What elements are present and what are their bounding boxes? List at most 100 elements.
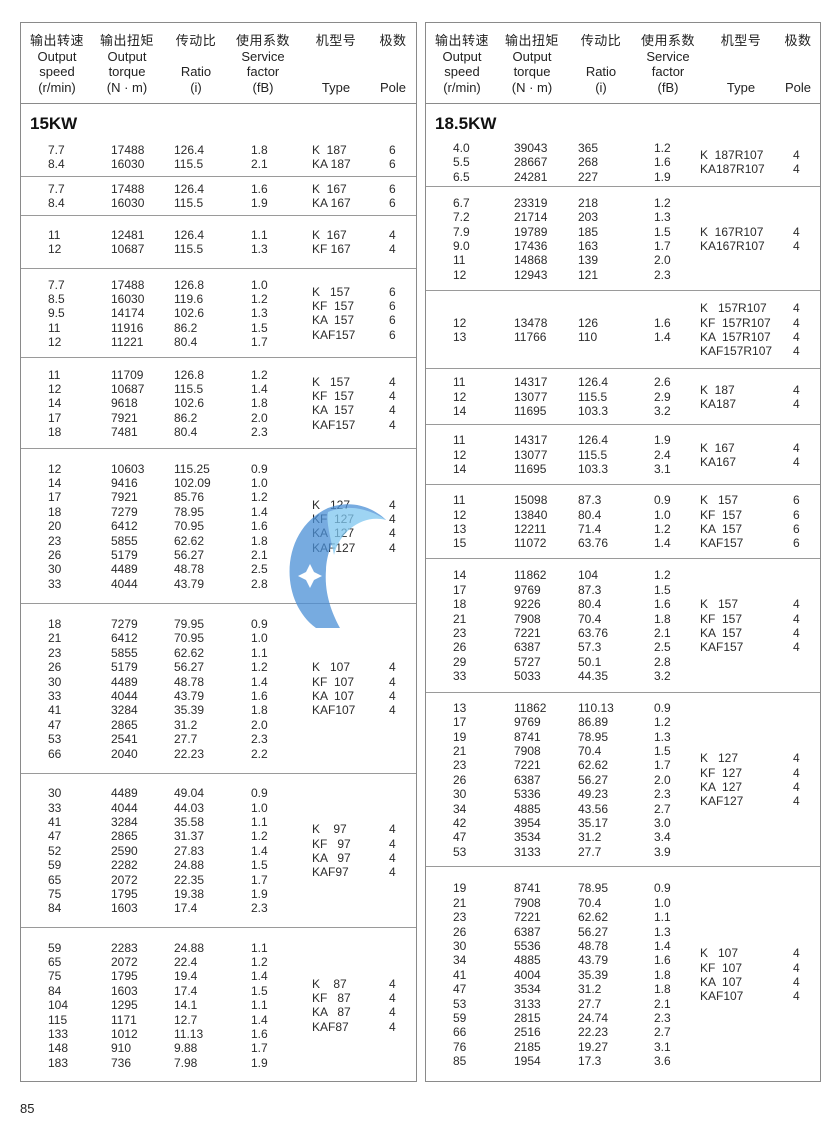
pole-cell: 4	[793, 162, 800, 177]
service-factor-cell: 1.7	[251, 872, 268, 887]
ratio-cell: 102.09	[174, 476, 211, 491]
torque-cell: 7908	[514, 895, 541, 910]
row-group: 18 7279 79.95 0.9 21 6412 70.95 1.0 23 5855 62.62 1…	[21, 604, 416, 774]
speed-cell: 21	[453, 743, 467, 758]
type-row: K 157 6	[21, 285, 416, 299]
service-factor-cell: 1.6	[654, 315, 671, 330]
type-cell: K 187R107	[700, 148, 764, 163]
torque-cell: 5536	[514, 938, 541, 953]
type-row: KAF157R107 4	[426, 344, 820, 358]
service-factor-cell: 1.3	[654, 924, 671, 939]
ratio-cell: 203	[578, 210, 599, 225]
service-factor-cell: 1.2	[654, 568, 671, 583]
service-factor-cell: 1.0	[251, 277, 268, 292]
service-factor-cell: 1.9	[251, 196, 268, 211]
service-factor-cell: 2.7	[654, 801, 671, 816]
torque-cell: 7481	[111, 425, 138, 440]
data-rows: 11 15098 87.3 0.9 12 13840 80.4 1.0 13 12211 71.4 1…	[426, 493, 820, 551]
speed-cell: 59	[453, 1010, 467, 1025]
ratio-cell: 103.3	[578, 404, 609, 419]
type-cell: KA 107	[700, 974, 743, 989]
ratio-cell: 115.5	[174, 381, 204, 396]
type-block: K 127 4 KF 127 4 KA 127 4 KAF127 4	[426, 751, 820, 809]
type-cell: K 127	[700, 751, 739, 766]
speed-cell: 12	[48, 335, 62, 350]
table-row: 4.0 39043 365 1.2	[426, 141, 820, 155]
table-row: 29 5727 50.1 2.8	[426, 655, 820, 669]
type-row: KF 157 4	[21, 389, 416, 403]
service-factor-cell: 1.6	[654, 155, 671, 170]
pole-cell: 4	[793, 765, 800, 780]
service-factor-cell: 2.5	[251, 562, 268, 577]
service-factor-cell: 1.1	[251, 998, 268, 1013]
ratio-cell: 126.4	[174, 143, 205, 158]
pole-cell: 6	[793, 521, 800, 536]
speed-cell: 148	[48, 1041, 69, 1056]
table-row: 75 1795 19.4 1.4	[21, 969, 416, 983]
ratio-cell: 19.38	[174, 886, 205, 901]
torque-cell: 13077	[514, 447, 548, 462]
ratio-cell: 126.4	[578, 433, 609, 448]
pole-cell: 4	[389, 688, 396, 703]
ratio-cell: 50.1	[578, 654, 602, 669]
service-factor-cell: 1.5	[654, 224, 671, 239]
ratio-cell: 22.23	[578, 1025, 609, 1040]
table-15kw: 输出转速 Output speed (r/min) 输出扭矩 Output torque (N…	[20, 22, 417, 1082]
type-cell: K 97	[312, 822, 347, 837]
type-block: K 157R107 4 KF 157R107 4 KA 157R107 4 KAF157R1…	[426, 301, 820, 359]
table-row: 12 12943 121 2.3	[426, 268, 820, 282]
torque-cell: 3284	[111, 814, 138, 829]
ratio-cell: 86.89	[578, 715, 609, 730]
service-factor-cell: 1.8	[654, 967, 671, 982]
pole-cell: 4	[389, 1019, 396, 1034]
service-factor-cell: 1.6	[251, 182, 268, 197]
service-factor-cell: 1.4	[251, 969, 268, 984]
type-cell: KAF157	[700, 640, 744, 655]
service-factor-cell: 2.8	[654, 654, 671, 669]
table-row: 53 3133 27.7 2.1	[426, 997, 820, 1011]
table-row: 6.7 23319 218 1.2	[426, 196, 820, 210]
data-rows: 11 14317 126.4 2.6 12 13077 115.5 2.9 14 11695 103…	[426, 375, 820, 418]
speed-cell: 133	[48, 1027, 69, 1042]
data-rows: 11 14317 126.4 1.9 12 13077 115.5 2.4 14 11695 103…	[426, 433, 820, 476]
ratio-cell: 63.76	[578, 625, 609, 640]
speed-cell: 75	[48, 969, 62, 984]
type-cell: K 167	[312, 228, 347, 243]
type-cell: KA 127	[312, 526, 355, 541]
speed-cell: 23	[453, 625, 467, 640]
ratio-cell: 185	[578, 224, 599, 239]
speed-cell: 84	[48, 983, 62, 998]
pole-cell: 4	[389, 403, 396, 418]
ratio-cell: 80.4	[578, 507, 602, 522]
header-speed-en2: speed	[444, 64, 480, 79]
pole-cell: 4	[793, 396, 800, 411]
ratio-cell: 43.79	[174, 688, 205, 703]
speed-cell: 23	[453, 910, 467, 925]
speed-cell: 9.0	[453, 238, 470, 253]
type-block: K 157 6 KF 157 6 KA 157 6 KAF157 6	[21, 285, 416, 343]
type-cell: KA187R107	[700, 162, 765, 177]
type-row: K 157 4	[426, 597, 820, 611]
service-factor-cell: 0.9	[251, 461, 268, 476]
ratio-cell: 48.78	[174, 674, 205, 689]
torque-cell: 10603	[111, 461, 145, 476]
pole-cell: 4	[389, 417, 396, 432]
header-pole: 极数 Pole	[360, 33, 426, 95]
table-row: 85 1954 17.3 3.6	[426, 1054, 820, 1068]
torque-cell: 24281	[514, 169, 548, 184]
header-torque-unit: (N · m)	[511, 79, 553, 95]
type-row: K 187R107 4	[426, 148, 820, 162]
torque-cell: 4044	[111, 800, 138, 815]
service-factor-cell: 2.0	[251, 410, 268, 425]
speed-cell: 11	[48, 320, 61, 335]
header-pole-en1	[360, 49, 426, 65]
torque-cell: 15098	[514, 493, 548, 508]
speed-cell: 12	[453, 389, 467, 404]
service-factor-cell: 3.6	[654, 1054, 671, 1069]
ratio-cell: 57.3	[578, 640, 602, 655]
row-group: 18.5KW 4.0 39043 365 1.2 5.5 28667 268 1.6 6.5 242…	[426, 104, 820, 187]
torque-cell: 2283	[111, 940, 138, 955]
table-row: 13 12211 71.4 1.2	[426, 522, 820, 536]
table-row: 11 14317 126.4 1.9	[426, 433, 820, 447]
service-factor-cell: 2.1	[251, 157, 268, 172]
